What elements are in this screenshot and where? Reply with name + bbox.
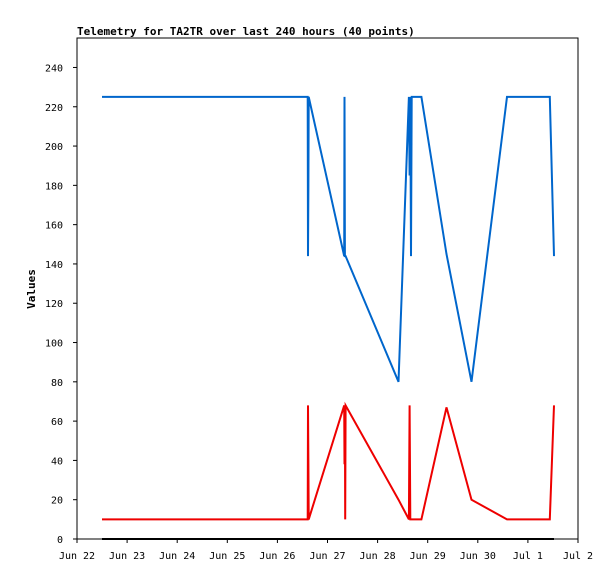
chart-title: Telemetry for TA2TR over last 240 hours … — [77, 25, 415, 38]
x-tick-label: Jun 24 — [159, 551, 195, 562]
x-tick-label: Jul 2 — [563, 551, 593, 562]
x-tick-label: Jun 30 — [460, 551, 496, 562]
y-tick-label: 100 — [45, 339, 63, 350]
x-tick-label: Jun 28 — [360, 551, 396, 562]
x-tick-label: Jun 25 — [209, 551, 245, 562]
x-axis: Jun 22 Jun 23 Jun 24 Jun 25 Jun 26 Jun 27 Jun … — [59, 539, 593, 562]
series-line-2 — [102, 401, 555, 521]
y-tick-label: 60 — [51, 417, 63, 428]
x-tick-label: Jun 26 — [259, 551, 295, 562]
series-line-1 — [102, 95, 555, 383]
series-layer — [102, 95, 555, 540]
y-tick-label: 220 — [45, 103, 63, 114]
x-tick-label: Jul 1 — [513, 551, 543, 562]
y-tick-label: 20 — [51, 496, 63, 507]
y-axis: 0 20 40 60 80 100 120 140 160 180 200 220 240 — [45, 63, 77, 546]
y-tick-label: 240 — [45, 63, 63, 74]
y-tick-label: 0 — [57, 535, 63, 546]
y-tick-label: 200 — [45, 142, 63, 153]
x-tick-label: Jun 29 — [410, 551, 446, 562]
y-tick-label: 140 — [45, 260, 63, 271]
y-axis-label: Values — [25, 269, 38, 309]
plot-frame — [76, 37, 579, 540]
y-tick-label: 160 — [45, 221, 63, 232]
y-tick-label: 120 — [45, 299, 63, 310]
x-tick-label: Jun 23 — [109, 551, 145, 562]
y-tick-label: 80 — [51, 378, 63, 389]
y-tick-label: 180 — [45, 181, 63, 192]
y-tick-label: 40 — [51, 456, 63, 467]
x-tick-label: Jun 27 — [309, 551, 345, 562]
x-tick-label: Jun 22 — [59, 551, 95, 562]
